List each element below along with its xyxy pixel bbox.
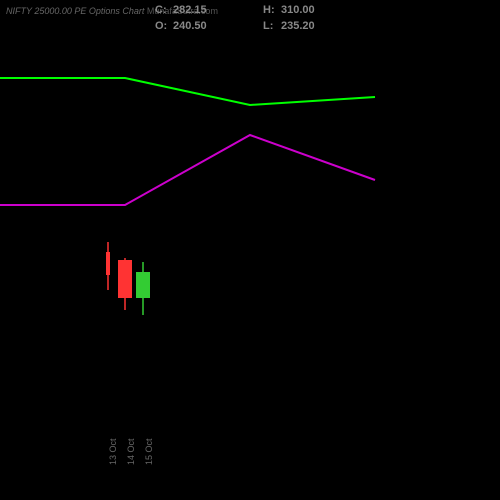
x-tick-label: 15 Oct [144,438,154,465]
x-tick-label: 14 Oct [126,438,136,465]
candle-body [106,252,110,275]
indicator-line-purple [0,135,375,205]
candle-body [136,272,150,298]
candle-body [118,260,132,298]
price-chart [0,0,500,500]
indicator-line-green [0,78,375,105]
x-tick-label: 13 Oct [108,438,118,465]
